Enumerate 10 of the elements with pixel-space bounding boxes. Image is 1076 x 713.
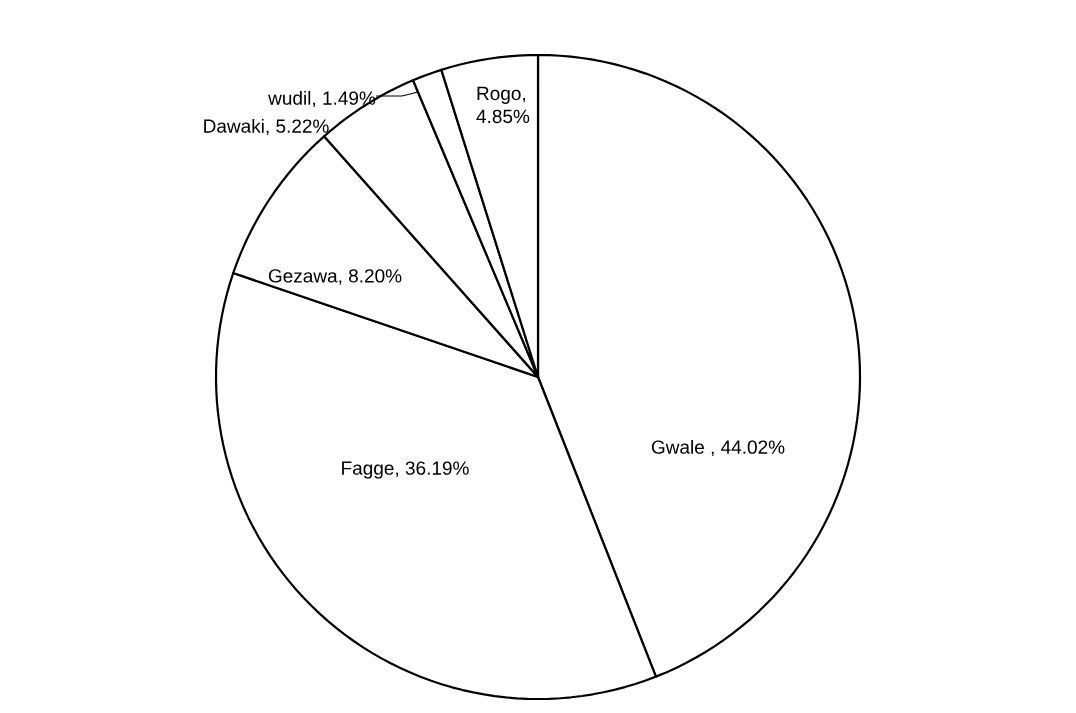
data-label: , 8.20% — [339, 269, 402, 285]
slice-label: Gezawa — [268, 269, 338, 283]
slice-label: Fagge — [342, 461, 394, 479]
data-label: , 36.19% — [396, 461, 469, 478]
slice-label: wudil — [268, 90, 311, 105]
slice-label: Gwale — [651, 439, 704, 454]
slice-label: Dawaki — [204, 118, 264, 133]
data-label: , 5.22% — [266, 119, 329, 136]
data-label: , 1.49% — [313, 91, 376, 108]
data-label: , 44.02% — [711, 440, 785, 457]
